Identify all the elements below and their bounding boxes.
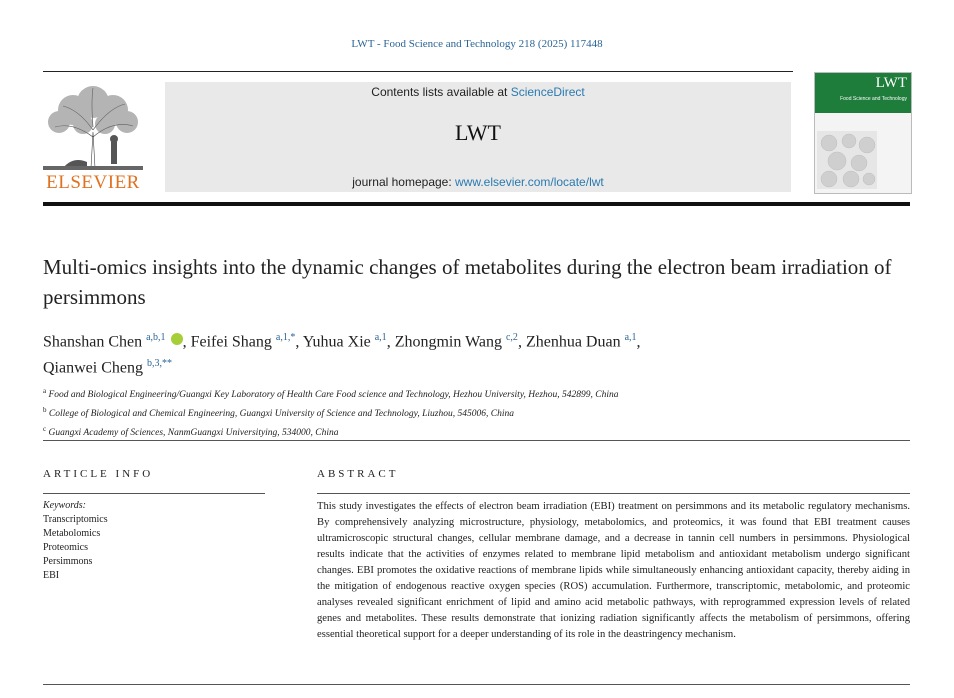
author-name[interactable]: Zhongmin Wang (394, 333, 502, 351)
keyword-item[interactable]: Persimmons (43, 556, 93, 567)
article-info-divider (43, 493, 265, 494)
publisher-name: ELSEVIER (46, 172, 140, 193)
cover-band: LWT Food Science and Technology (815, 73, 911, 113)
keywords-block: Keywords: Transcriptomics Metabolomics P… (43, 499, 108, 583)
article-info-heading: ARTICLE INFO (43, 468, 154, 480)
author-affiliation-mark[interactable]: a,1,* (275, 332, 296, 343)
top-divider (43, 71, 793, 72)
sciencedirect-link[interactable]: ScienceDirect (510, 85, 585, 99)
homepage-link[interactable]: www.elsevier.com/locate/lwt (455, 175, 604, 189)
cover-image-icon (817, 131, 877, 189)
author-name[interactable]: Feifei Shang (190, 333, 272, 351)
affiliation-mark: c (43, 425, 47, 434)
cover-subtitle: Food Science and Technology (840, 96, 907, 102)
article-title: Multi-omics insights into the dynamic ch… (43, 255, 892, 309)
author-name[interactable]: Yuhua Xie (302, 333, 371, 351)
affiliation-text: Guangxi Academy of Sciences, NanmGuangxi… (48, 428, 339, 439)
keyword-item[interactable]: Metabolomics (43, 528, 101, 539)
abstract-heading: ABSTRACT (317, 468, 399, 480)
keyword-item[interactable]: EBI (43, 570, 60, 581)
keywords-label: Keywords: (43, 500, 86, 511)
affiliation-text: College of Biological and Chemical Engin… (48, 409, 514, 420)
cover-title: LWT (875, 75, 907, 91)
author-affiliation-mark[interactable]: a,1 (624, 332, 637, 343)
contents-prefix: Contents lists available at (371, 85, 511, 99)
author-list: Shanshan Chen a,b,1 , Feifei Shang a,1,*… (43, 332, 641, 377)
section-divider (43, 440, 910, 441)
journal-cover[interactable]: LWT Food Science and Technology (814, 72, 912, 194)
homepage-line: journal homepage: www.elsevier.com/locat… (165, 175, 791, 189)
journal-reference[interactable]: LWT - Food Science and Technology 218 (2… (351, 38, 603, 50)
author-affiliation-mark[interactable]: b,3,** (146, 358, 172, 370)
author-affiliation-mark[interactable]: a,b,1 (146, 332, 166, 343)
affiliation-item: a Food and Biological Engineering/Guangx… (43, 384, 903, 403)
affiliation-mark: a (43, 387, 47, 395)
orcid-icon[interactable] (170, 333, 183, 346)
author-name[interactable]: Qianwei Cheng (43, 359, 143, 377)
affiliation-text: Food and Biological Engineering/Guangxi … (48, 390, 619, 401)
journal-masthead: Contents lists available at ScienceDirec… (165, 82, 791, 192)
author-name[interactable]: Zhenhua Duan (525, 333, 621, 351)
abstract-text: This study investigates the effects of e… (317, 501, 910, 640)
affiliation-mark: b (43, 406, 47, 415)
elsevier-logo[interactable]: ELSEVIER (43, 82, 143, 194)
author-affiliation-mark[interactable]: c,2 (505, 332, 518, 343)
homepage-prefix: journal homepage: (352, 175, 456, 189)
elsevier-tree-icon (43, 82, 143, 170)
abstract-divider (317, 493, 910, 494)
journal-name: LWT (454, 120, 501, 145)
affiliation-item: b College of Biological and Chemical Eng… (43, 403, 903, 422)
affiliation-item: c Guangxi Academy of Sciences, NanmGuang… (43, 422, 903, 441)
author-affiliation-mark[interactable]: a,1 (374, 332, 387, 343)
keyword-item[interactable]: Proteomics (43, 542, 88, 553)
header-thick-divider (43, 202, 910, 206)
contents-line: Contents lists available at ScienceDirec… (165, 85, 791, 99)
keyword-item[interactable]: Transcriptomics (43, 514, 108, 525)
bottom-divider (43, 684, 910, 685)
affiliations: a Food and Biological Engineering/Guangx… (43, 384, 903, 441)
author-name[interactable]: Shanshan Chen (43, 333, 143, 351)
